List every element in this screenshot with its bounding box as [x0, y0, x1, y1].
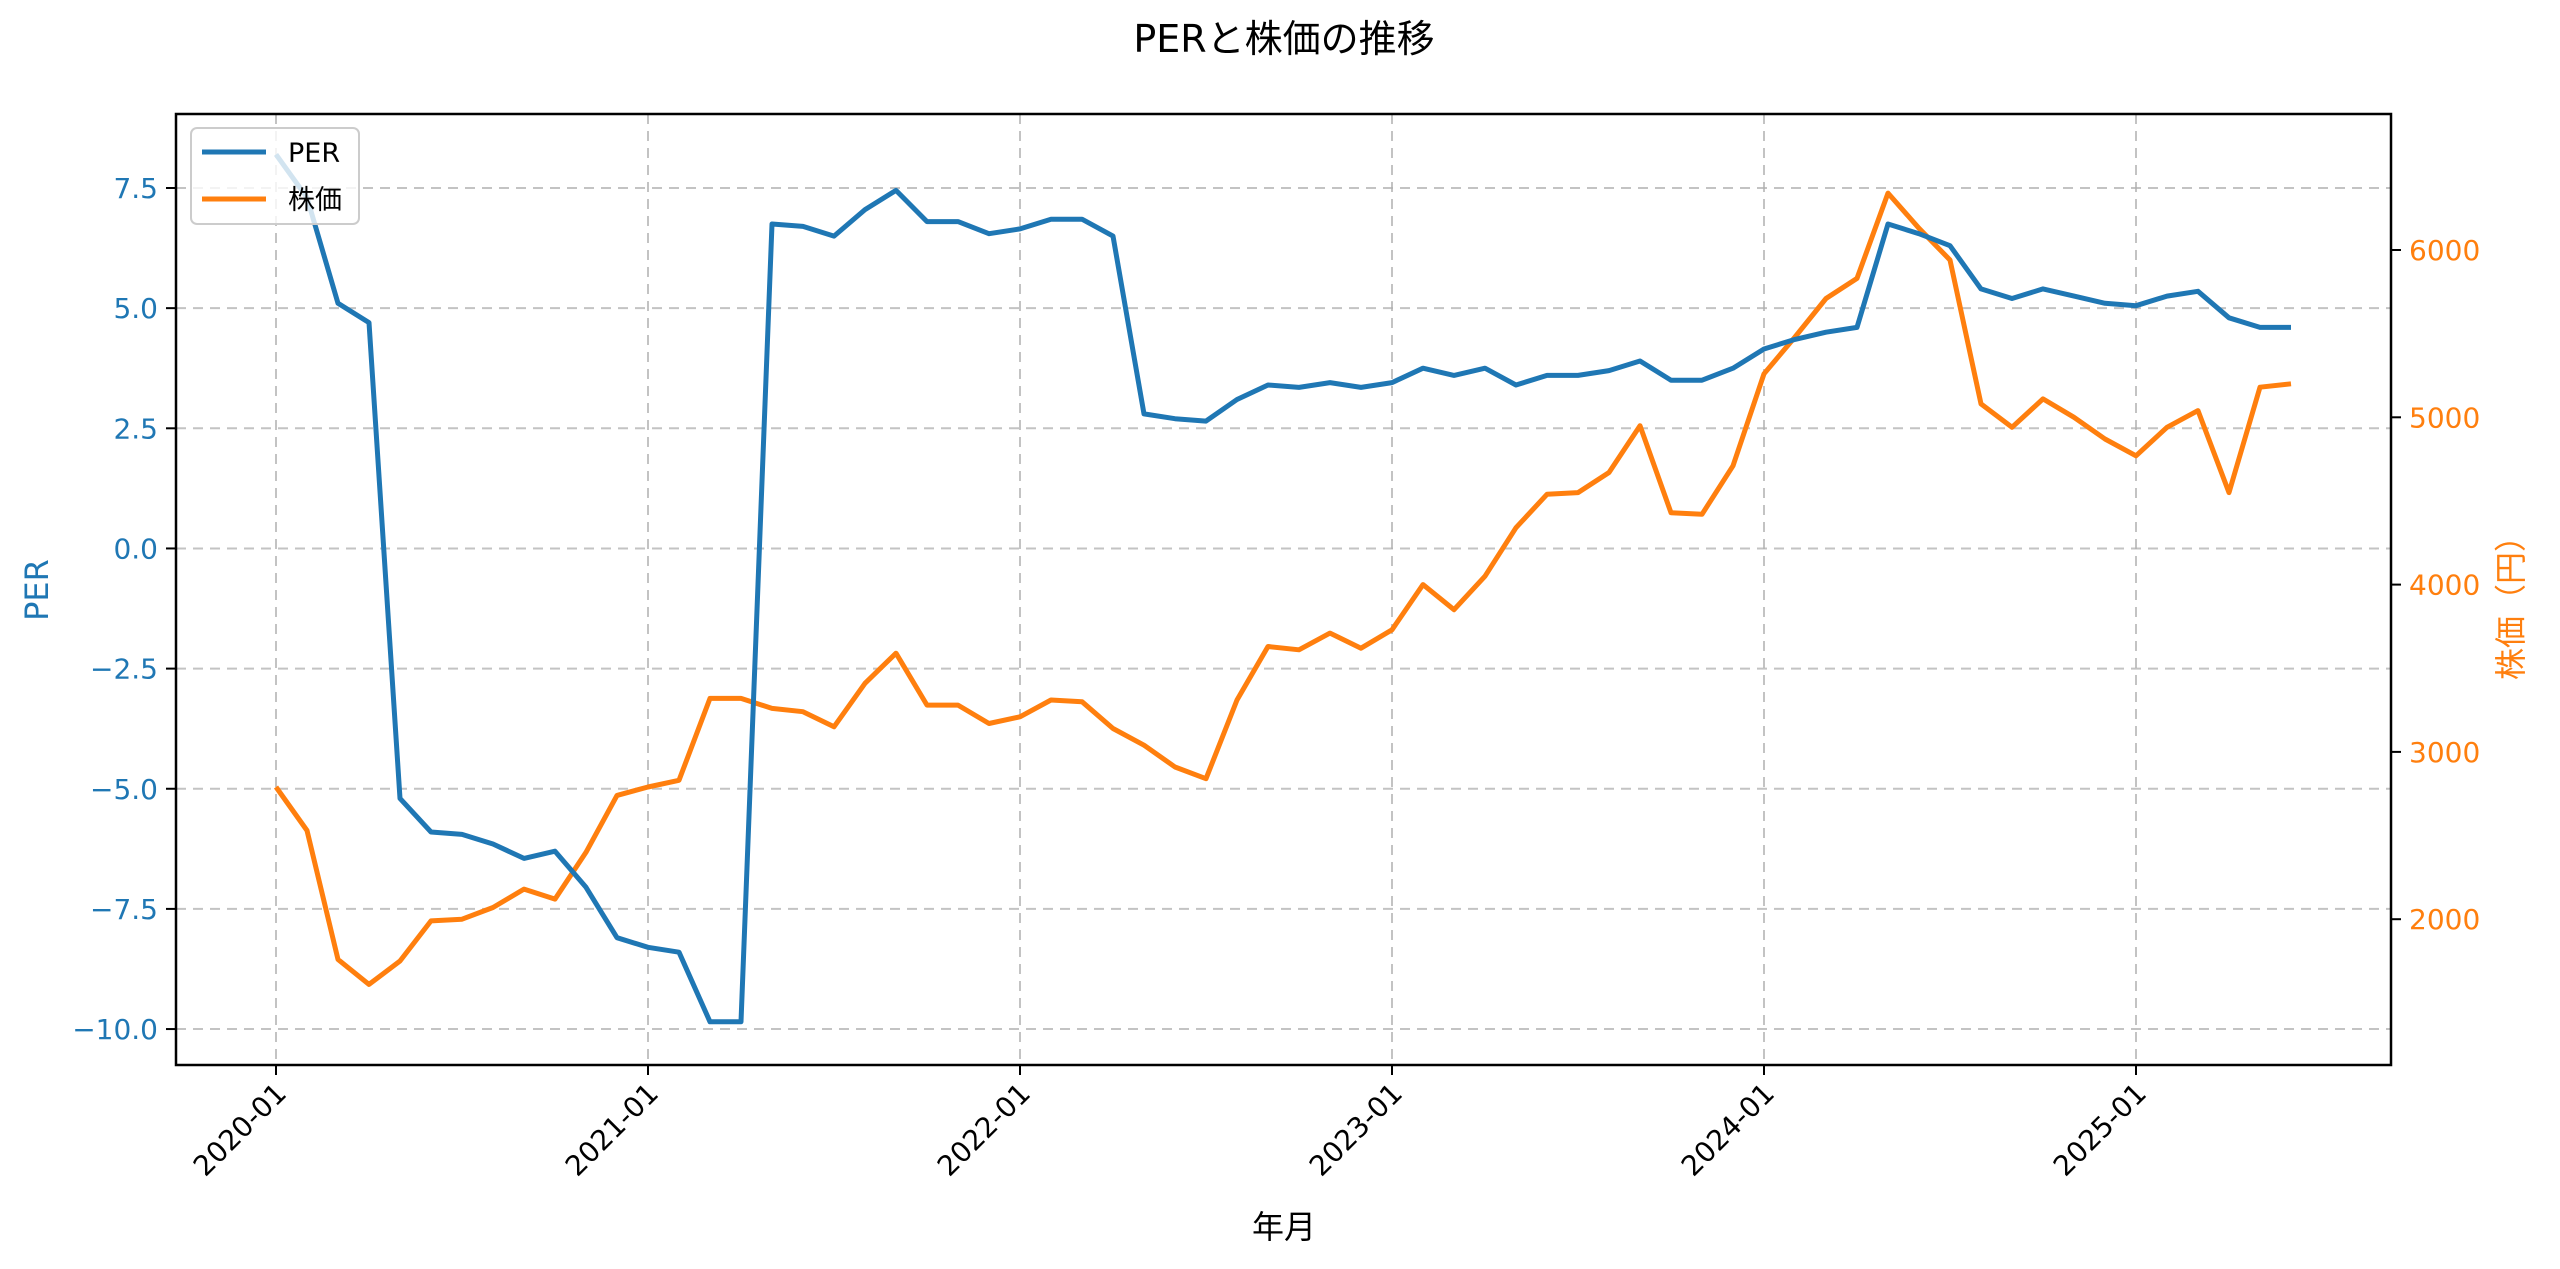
price-line — [273, 190, 2292, 987]
right-tick-label: 2000 — [2409, 903, 2480, 936]
x-axis-label: 年月 — [1252, 1208, 1316, 1246]
x-tick-label: 2024-01 — [1675, 1077, 1781, 1183]
left-tick-label: 2.5 — [113, 412, 158, 445]
left-tick-label: 0.0 — [113, 532, 158, 565]
grid-lines — [176, 114, 2391, 1065]
x-tick-label: 2020-01 — [187, 1077, 293, 1183]
left-axis-label: PER — [18, 559, 56, 621]
legend-label-per: PER — [288, 138, 340, 169]
right-tick-label: 3000 — [2409, 736, 2480, 769]
right-axis-label: 株価（円） — [2492, 520, 2530, 680]
x-tick-label: 2025-01 — [2047, 1077, 2153, 1183]
plot-frame — [174, 112, 2393, 1067]
x-tick-label: 2022-01 — [931, 1077, 1037, 1183]
legend: PER 株価 — [190, 127, 360, 225]
left-tick-label: 5.0 — [113, 292, 158, 325]
chart-title: PERと株価の推移 — [1133, 17, 1434, 61]
x-tick-label: 2021-01 — [559, 1077, 665, 1183]
right-y-axis: 6000 5000 4000 3000 2000 — [2391, 234, 2480, 936]
x-axis: 2020-01 2021-01 2022-01 2023-01 2024-01 2025-… — [187, 1065, 2153, 1183]
left-tick-label: −2.5 — [90, 653, 158, 686]
right-tick-label: 6000 — [2409, 234, 2480, 267]
left-tick-label: −7.5 — [90, 893, 158, 926]
legend-label-price: 株価 — [288, 185, 342, 216]
right-tick-label: 5000 — [2409, 401, 2480, 434]
series-layer — [273, 152, 2292, 1025]
right-tick-label: 4000 — [2409, 569, 2480, 602]
left-tick-label: −10.0 — [72, 1013, 158, 1046]
per-line — [273, 152, 2291, 1025]
left-tick-label: 7.5 — [113, 172, 158, 205]
left-y-axis: 7.5 5.0 2.5 0.0 −2.5 −5.0 −7.5 −10.0 — [72, 172, 176, 1046]
left-tick-label: −5.0 — [90, 773, 158, 806]
x-tick-label: 2023-01 — [1303, 1077, 1409, 1183]
